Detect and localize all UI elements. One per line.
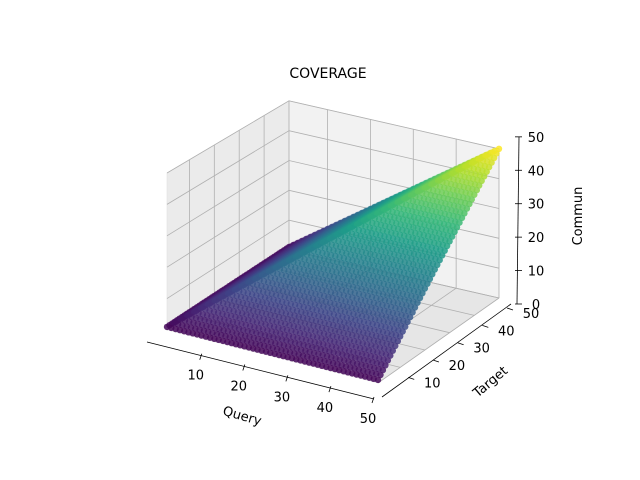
data-point [392, 342, 399, 350]
data-point [387, 352, 394, 359]
axes-lines [146, 136, 520, 400]
grid-line [377, 297, 500, 384]
z-axis-label: Commun [571, 187, 586, 246]
data-point [458, 214, 466, 222]
y-tick-label: 20 [449, 359, 466, 374]
data-point [389, 347, 396, 354]
x-tick-label: 40 [317, 401, 334, 416]
data-point [451, 228, 458, 236]
data-point [414, 299, 421, 306]
grid-line [166, 100, 500, 174]
data-point [419, 290, 426, 297]
y-tick-mark [482, 324, 489, 328]
data-point [446, 238, 453, 245]
x-axis-line [146, 341, 375, 400]
y-tick-mark [408, 377, 415, 380]
data-point [382, 362, 389, 369]
data-point [394, 337, 401, 345]
x-tick-mark [199, 353, 203, 360]
y-tick-label: 10 [424, 376, 441, 391]
x-tick-label: 50 [360, 412, 377, 427]
data-point [399, 328, 406, 335]
z-tick-label: 20 [528, 231, 545, 246]
data-point [409, 309, 416, 316]
data-point [424, 280, 431, 287]
z-tick-label: 50 [528, 131, 545, 146]
chart-title: COVERAGE [289, 66, 366, 82]
y-tick-label: 40 [498, 324, 515, 339]
data-point [379, 366, 387, 374]
data-point [384, 357, 392, 364]
y-axis-label: Target [470, 364, 511, 402]
y-tick-mark [506, 307, 514, 311]
x-tick-label: 10 [187, 369, 204, 384]
scatter-points [163, 145, 503, 384]
data-point [443, 242, 451, 250]
x-tick-mark [371, 396, 375, 404]
z-tick-label: 30 [528, 198, 545, 213]
data-point [431, 266, 438, 273]
x-tick-mark [328, 386, 332, 393]
data-point [429, 271, 436, 278]
data-point [426, 275, 434, 283]
x-tick-mark [285, 375, 289, 382]
data-point [402, 323, 409, 330]
data-point [416, 294, 424, 302]
x-tick-mark [242, 364, 246, 371]
y-tick-mark [457, 342, 464, 346]
z-tick-label: 40 [528, 164, 545, 179]
x-axis-label: Query [221, 404, 263, 429]
data-point [441, 247, 448, 254]
data-point [439, 252, 446, 259]
y-tick-label: 50 [523, 307, 540, 322]
z-axis-line [516, 136, 520, 305]
data-point [448, 233, 456, 240]
y-axis-line [381, 303, 512, 398]
data-point [456, 219, 463, 226]
data-point [374, 376, 382, 384]
z-tick-label: 10 [528, 265, 545, 280]
data-point [436, 256, 443, 264]
data-point [421, 285, 429, 292]
grid-line [166, 130, 500, 205]
data-point [397, 333, 404, 340]
z-tick-label: 0 [532, 298, 540, 313]
data-point [463, 205, 471, 212]
data-point [377, 371, 384, 379]
x-tick-label: 30 [274, 390, 291, 405]
y-tick-mark [432, 359, 440, 363]
data-point [406, 313, 414, 321]
data-point [404, 318, 411, 326]
x-tick-label: 20 [231, 380, 248, 395]
data-point [434, 261, 441, 268]
y-tick-label: 30 [473, 342, 490, 357]
data-point [411, 304, 419, 311]
data-point [471, 191, 478, 198]
